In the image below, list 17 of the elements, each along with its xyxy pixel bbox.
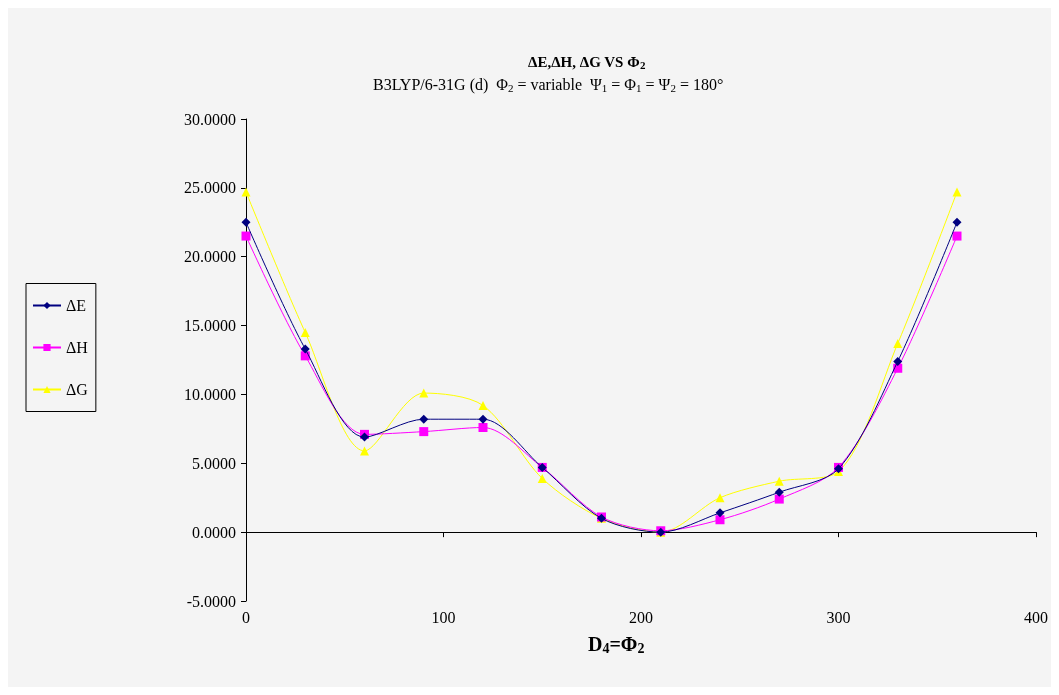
y-tick-label: 0.0000: [192, 523, 236, 541]
x-tick-label: 100: [431, 608, 456, 626]
y-tick-label: 30.0000: [184, 110, 236, 128]
y-tick-label: 10.0000: [184, 385, 236, 403]
x-tick-label: 200: [629, 608, 653, 626]
y-tick-label: 5.0000: [192, 454, 236, 472]
y-tick-label: 25.0000: [184, 179, 236, 197]
x-tick-label: 0: [242, 608, 250, 626]
x-tick-label: 300: [826, 608, 851, 626]
y-tick-label: 15.0000: [184, 317, 236, 335]
legend-label: ΔH: [66, 339, 89, 356]
legend-label: ΔE: [66, 297, 87, 314]
x-axis-title: D4=Φ2: [588, 633, 645, 656]
x-tick-label: 400: [1024, 608, 1048, 626]
legend-label: ΔG: [66, 381, 89, 398]
y-tick-label: -5.0000: [186, 592, 236, 610]
y-tick-label: 20.0000: [184, 248, 236, 266]
